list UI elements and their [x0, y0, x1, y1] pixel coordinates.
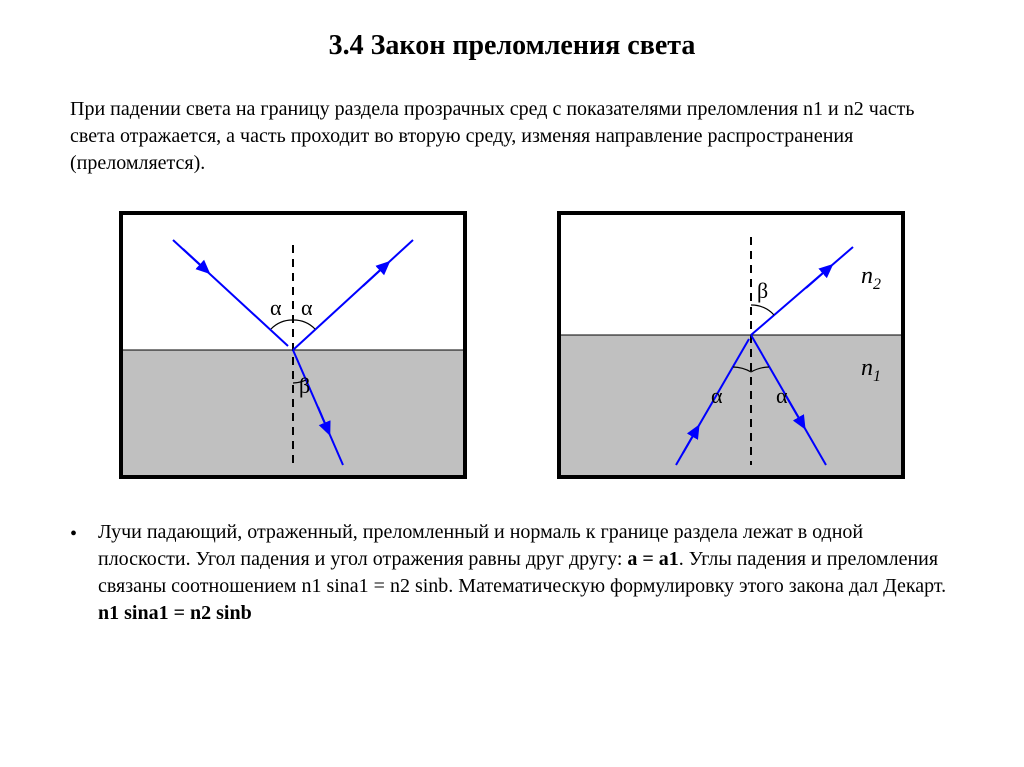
diagram-left-frame: α α β: [119, 211, 467, 479]
bullet-marker: •: [70, 519, 98, 548]
intro-paragraph: При падении света на границу раздела про…: [70, 96, 954, 177]
reflected-ray-arrow: [363, 263, 388, 286]
label-alpha-reflected: α: [301, 295, 313, 320]
label-alpha-incident: α: [711, 383, 723, 408]
arc-alpha-left: [271, 320, 293, 329]
label-alpha-reflected: α: [776, 383, 788, 408]
bullet-item: • Лучи падающий, отраженный, преломленны…: [70, 519, 954, 627]
incident-ray-arrow: [183, 249, 208, 272]
label-beta: β: [299, 373, 310, 398]
diagram-right-frame: β α α n2 n1: [557, 211, 905, 479]
arc-beta: [751, 305, 774, 315]
label-beta: β: [757, 278, 768, 303]
diagram-right-svg: β α α n2 n1: [561, 215, 901, 475]
bullet-text: Лучи падающий, отраженный, преломленный …: [98, 519, 954, 627]
diagram-left-svg: α α β: [123, 215, 463, 475]
refracted-ray-arrow: [806, 266, 831, 288]
label-alpha-incident: α: [270, 295, 282, 320]
arc-alpha-right: [293, 320, 315, 329]
diagrams-row: α α β: [60, 211, 964, 479]
page-title: 3.4 Закон преломления света: [60, 30, 964, 62]
lower-medium-fill: [561, 335, 901, 475]
label-n-upper: n2: [861, 263, 881, 293]
